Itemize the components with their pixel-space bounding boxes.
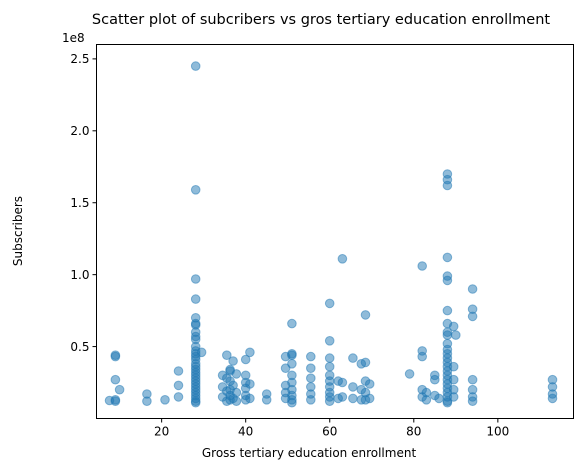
scatter-point xyxy=(467,374,478,385)
scatter-point xyxy=(231,369,242,379)
scatter-point xyxy=(360,357,371,368)
scatter-point xyxy=(160,395,170,405)
y-offset-label: 1e8 xyxy=(62,31,85,45)
scatter-point xyxy=(467,396,478,407)
scatter-point xyxy=(348,393,358,404)
y-tick-label: 0.5 xyxy=(70,340,89,354)
scatter-point xyxy=(337,253,348,264)
scatter-point xyxy=(337,377,348,388)
scatter-point xyxy=(337,392,348,402)
scatter-point xyxy=(430,374,440,385)
scatter-point xyxy=(421,395,432,405)
x-tick-label: 80 xyxy=(406,425,421,439)
scatter-point xyxy=(287,350,297,361)
scatter-point xyxy=(442,252,453,263)
scatter-point xyxy=(142,396,152,407)
scatter-point xyxy=(114,384,125,395)
scatter-point xyxy=(434,393,444,404)
scatter-point xyxy=(360,310,371,320)
x-tick-label: 100 xyxy=(486,425,509,439)
scatter-point xyxy=(448,361,459,372)
scatter-point xyxy=(190,294,201,304)
scatter-point xyxy=(287,359,297,369)
scatter-point xyxy=(287,397,297,408)
y-axis-label: Subscribers xyxy=(11,196,25,266)
scatter-point xyxy=(417,351,428,362)
plot-frame xyxy=(96,44,574,419)
scatter-point xyxy=(324,396,335,407)
scatter-point xyxy=(173,392,184,402)
scatter-point xyxy=(306,363,316,374)
scatter-point xyxy=(324,336,335,346)
scatter-point xyxy=(245,347,255,358)
scatter-point xyxy=(417,261,428,271)
scatter-point xyxy=(448,374,459,385)
scatter-point xyxy=(442,397,453,408)
scatter-point xyxy=(324,298,335,309)
scatter-point xyxy=(245,393,255,404)
x-tick-label: 20 xyxy=(154,425,169,439)
scatter-point xyxy=(190,61,201,71)
scatter-point xyxy=(442,180,453,191)
scatter-point xyxy=(261,395,272,405)
scatter-point xyxy=(442,275,453,286)
ticks-layer: 20 40 60 80 100 0.5 1.0 1.5 2.0 2.5 xyxy=(70,52,509,438)
scatter-point xyxy=(448,392,459,402)
scatter-point xyxy=(467,311,478,322)
y-tick-label: 1.5 xyxy=(70,196,89,210)
scatter-point xyxy=(364,393,375,404)
y-tick-label: 1.0 xyxy=(70,268,89,282)
scatter-point xyxy=(442,330,453,340)
scatter-point xyxy=(173,380,184,391)
scatter-point xyxy=(306,351,316,362)
x-tick-label: 60 xyxy=(322,425,337,439)
scatter-point xyxy=(451,330,461,340)
chart-title: Scatter plot of subcribers vs gros terti… xyxy=(92,12,550,28)
scatter-point xyxy=(467,284,478,294)
scatter-point xyxy=(190,185,201,195)
scatter-point xyxy=(306,395,316,405)
scatter-point xyxy=(231,396,242,407)
scatter-point xyxy=(348,353,358,363)
scatter-point xyxy=(196,347,207,358)
scatter-point xyxy=(240,354,251,365)
scatter-point xyxy=(190,397,201,408)
scatter-point xyxy=(190,274,201,284)
scatter-point xyxy=(348,382,358,392)
scatter-point xyxy=(547,393,558,404)
scatter-point xyxy=(324,353,335,363)
scatter-point xyxy=(173,366,184,376)
scatter-point xyxy=(110,396,121,407)
x-axis-label: Gross tertiary education enrollment xyxy=(202,446,417,460)
y-tick-label: 2.0 xyxy=(70,124,89,138)
scatter-point xyxy=(287,318,297,329)
scatter-point xyxy=(448,321,459,332)
scatter-point xyxy=(245,379,255,389)
scatter-point xyxy=(404,369,415,379)
scatter-point xyxy=(110,374,121,385)
x-tick-label: 40 xyxy=(238,425,253,439)
scatter-point xyxy=(222,350,232,361)
scatter-point xyxy=(231,387,242,398)
scatter-point xyxy=(306,373,316,384)
scatter-point xyxy=(364,379,375,389)
scatter-point xyxy=(228,356,238,366)
scatter-point xyxy=(110,351,121,362)
y-tick-label: 2.5 xyxy=(70,52,89,66)
points-layer xyxy=(104,61,558,408)
scatter-point xyxy=(324,361,335,372)
scatter-point xyxy=(442,305,453,316)
